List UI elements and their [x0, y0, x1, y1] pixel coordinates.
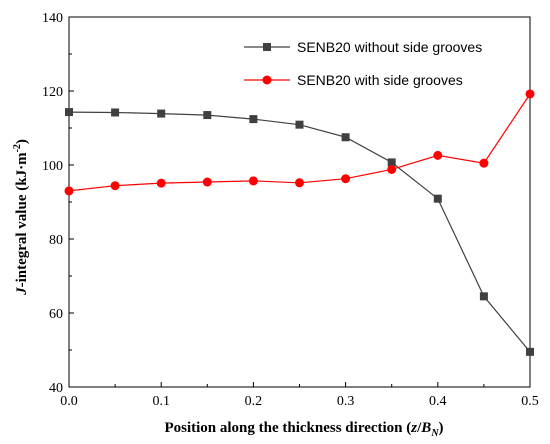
- data-point: [295, 120, 304, 129]
- x-tick-label: 0.5: [521, 394, 539, 409]
- data-point: [479, 158, 489, 168]
- legend-marker: [263, 43, 271, 51]
- axis-ticks: 0.0 0.1 0.2 0.3 0.4 0.5 40 60 80 100 120 140: [42, 11, 539, 409]
- data-point: [203, 111, 212, 120]
- y-tick-label: 40: [49, 381, 63, 396]
- y-tick-label: 140: [42, 11, 63, 26]
- data-point: [156, 178, 166, 188]
- data-point: [341, 133, 350, 142]
- x-axis-title-sub: N: [430, 428, 439, 439]
- legend-entry-1: SENB20 without side grooves: [244, 39, 482, 55]
- data-point: [65, 108, 73, 117]
- y-axis-title-sup: -2: [12, 144, 23, 152]
- data-point: [433, 150, 443, 160]
- legend-entry-2: SENB20 with side grooves: [244, 72, 463, 88]
- x-axis-title-suffix: ): [439, 420, 444, 436]
- series-line: [68, 111, 531, 353]
- legend: SENB20 without side grooves SENB20 with s…: [244, 39, 482, 88]
- x-axis-title-prefix: Position along the thickness direction (: [164, 420, 411, 436]
- x-tick-label: 0.3: [337, 394, 355, 409]
- x-tick-label: 0.2: [245, 394, 263, 409]
- x-axis-title-var1: z: [410, 420, 417, 436]
- data-point: [387, 164, 397, 174]
- y-axis-title: J-integral value (kJ·m-2): [12, 139, 30, 296]
- data-point: [64, 186, 74, 196]
- data-point: [202, 177, 212, 187]
- data-point: [295, 178, 304, 188]
- data-point: [341, 174, 351, 184]
- series-line: [68, 93, 531, 192]
- x-axis-title-slash: /: [416, 420, 422, 436]
- data-point: [111, 108, 120, 117]
- data-point: [526, 347, 534, 356]
- data-point: [433, 194, 442, 203]
- y-tick-label: 100: [42, 159, 63, 174]
- x-axis-title: Position along the thickness direction (…: [164, 420, 443, 439]
- y-tick-label: 60: [49, 307, 63, 322]
- series-2: [64, 89, 535, 196]
- data-point: [525, 89, 535, 99]
- series-1: [65, 108, 534, 356]
- x-axis-title-var2: B: [420, 420, 431, 436]
- x-tick-label: 0.4: [429, 394, 447, 409]
- data-point: [249, 115, 258, 124]
- legend-label: SENB20 with side grooves: [297, 72, 463, 88]
- data-point: [248, 176, 258, 186]
- y-tick-label: 80: [49, 233, 63, 248]
- x-tick-label: 0.0: [60, 394, 78, 409]
- legend-label: SENB20 without side grooves: [297, 39, 482, 55]
- data-point: [479, 292, 488, 301]
- y-axis-title-text: -integral value (kJ·m: [14, 152, 30, 287]
- legend-marker: [262, 75, 272, 85]
- y-axis-title-var: J: [14, 287, 30, 296]
- data-point: [110, 181, 120, 191]
- data-point: [157, 109, 166, 118]
- data-point: [387, 158, 396, 167]
- y-axis-title-close: ): [14, 139, 30, 144]
- y-tick-label: 120: [42, 85, 63, 100]
- series-layer: [64, 89, 535, 356]
- x-tick-label: 0.1: [152, 394, 170, 409]
